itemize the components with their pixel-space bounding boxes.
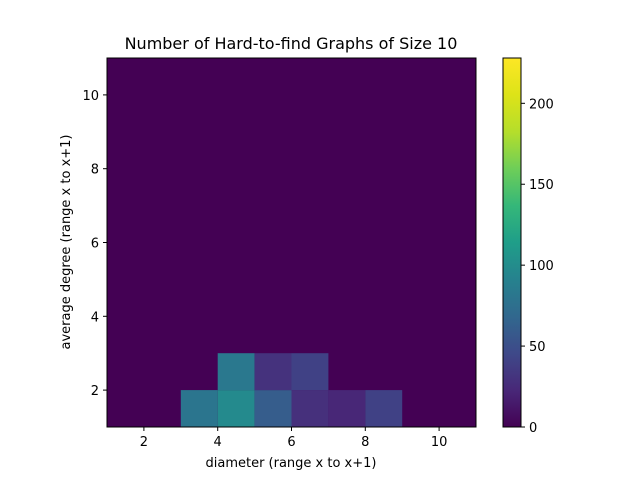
heatmap-cell — [254, 353, 292, 391]
colorbar-tick-label: 150 — [529, 178, 554, 193]
heatmap-cell — [365, 390, 403, 427]
y-tick-label: 10 — [82, 89, 99, 104]
y-tick-label: 8 — [91, 163, 99, 178]
colorbar-tick-label: 0 — [529, 421, 537, 436]
plot-area — [106, 57, 477, 428]
heatmap-cell — [217, 390, 255, 427]
heatmap-cells — [180, 353, 403, 427]
heatmap-cell — [217, 353, 255, 391]
y-axis-label: average degree (range x to x+1) — [59, 135, 74, 350]
x-tick-label: 2 — [140, 435, 148, 450]
y-tick-label: 4 — [91, 310, 99, 325]
y-tick-label: 6 — [91, 237, 99, 252]
colorbar-tick-label: 100 — [529, 259, 554, 274]
colorbar-ticks: 0 50 100 150 200 — [521, 97, 554, 436]
colorbar-tick-label: 200 — [529, 97, 554, 112]
heatmap-cell — [254, 390, 292, 427]
heatmap-cell — [291, 353, 329, 391]
x-tick-label: 10 — [431, 435, 448, 450]
heatmap-cell — [291, 390, 329, 427]
heatmap-cell — [328, 390, 366, 427]
colorbar: 0 50 100 150 200 — [502, 57, 554, 436]
colorbar-tick-label: 50 — [529, 340, 546, 355]
heatmap-cell — [180, 390, 218, 427]
x-axis-label: diameter (range x to x+1) — [205, 456, 376, 471]
x-tick-label: 4 — [214, 435, 222, 450]
chart-title: Number of Hard-to-find Graphs of Size 10 — [125, 34, 458, 53]
x-tick-label: 8 — [361, 435, 369, 450]
x-tick-label: 6 — [287, 435, 295, 450]
y-axis-ticks: 2 4 6 8 10 — [82, 89, 107, 399]
colorbar-gradient — [502, 57, 522, 428]
y-tick-label: 2 — [91, 384, 99, 399]
x-axis-ticks: 2 4 6 8 10 — [140, 427, 448, 450]
